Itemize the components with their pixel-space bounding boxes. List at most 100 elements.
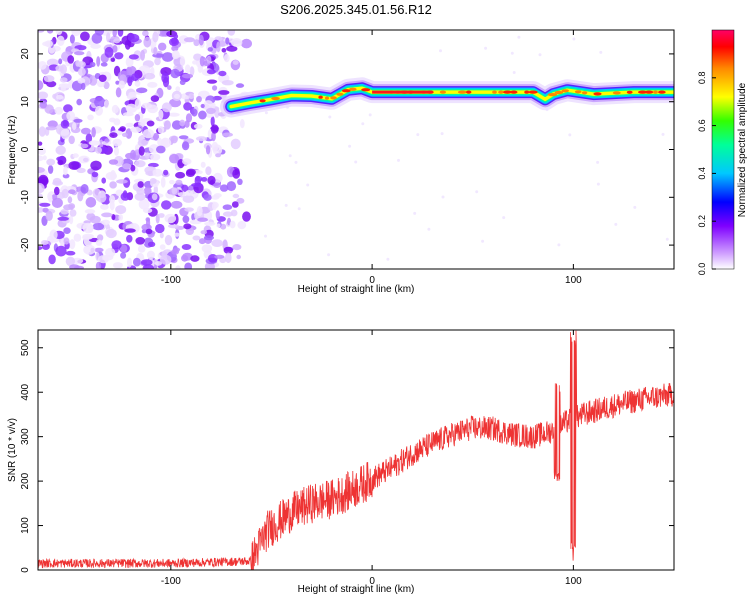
noise-blob — [221, 80, 234, 86]
noise-blob — [38, 193, 43, 198]
noise-blob — [49, 229, 58, 240]
noise-blob — [144, 152, 151, 159]
spectrogram-y-tick-label: 20 — [20, 48, 31, 60]
noise-blob — [94, 247, 104, 253]
noise-blob — [112, 262, 123, 269]
noise-blob — [104, 46, 114, 58]
noise-blob — [191, 182, 203, 188]
noise-blob — [150, 153, 161, 161]
noise-blob — [101, 177, 106, 184]
noise-blob — [115, 87, 122, 98]
noise-blob — [52, 180, 63, 186]
noise-blob — [189, 185, 194, 191]
noise-blob — [65, 256, 76, 267]
noise-blob — [142, 30, 149, 37]
noise-blob — [237, 178, 243, 185]
noise-blob — [76, 167, 86, 174]
colorbar-tick-label: 0.4 — [697, 167, 707, 180]
noise-blob — [203, 194, 212, 201]
noise-blob — [200, 177, 208, 182]
noise-blob — [596, 160, 600, 164]
noise-blob — [68, 189, 76, 194]
noise-blob — [164, 234, 173, 246]
noise-blob — [596, 182, 600, 186]
noise-blob — [63, 166, 68, 176]
noise-blob — [198, 238, 206, 245]
noise-blob — [568, 133, 572, 137]
colorbar-label: Normalized spectral amplitude — [737, 82, 748, 217]
noise-blob — [206, 55, 212, 64]
noise-blob — [206, 107, 216, 114]
noise-blob — [109, 132, 118, 139]
noise-blob — [168, 223, 179, 229]
noise-blob — [55, 145, 66, 155]
noise-blob — [146, 250, 155, 260]
spectrogram-ridge — [220, 77, 674, 118]
noise-blob — [207, 175, 216, 185]
noise-blob — [116, 179, 128, 184]
noise-blob — [69, 209, 77, 217]
ridge-peak — [638, 90, 648, 94]
noise-blob — [633, 205, 637, 209]
noise-blob — [193, 53, 202, 61]
noise-blob — [54, 186, 60, 196]
snr-line-layer — [38, 330, 674, 570]
noise-blob — [223, 246, 233, 254]
noise-blob — [159, 244, 166, 250]
noise-blob — [104, 99, 109, 109]
noise-blob — [122, 112, 134, 117]
noise-blob — [225, 252, 232, 264]
noise-blob — [43, 75, 55, 83]
noise-blob — [98, 74, 107, 83]
noise-blob — [157, 137, 163, 147]
noise-blob — [133, 257, 141, 267]
ridge-peak — [612, 91, 621, 95]
noise-blob — [90, 160, 102, 171]
noise-blob — [216, 223, 221, 228]
noise-blob — [67, 55, 75, 64]
ridge-peak — [492, 90, 497, 94]
noise-blob — [95, 261, 102, 269]
noise-blob — [119, 244, 128, 253]
ridge-peak — [524, 90, 530, 94]
noise-blob — [103, 81, 110, 90]
ridge-peak — [498, 90, 504, 94]
noise-blob — [63, 237, 70, 245]
noise-blob — [38, 91, 49, 100]
noise-blob — [188, 93, 195, 100]
snr-x-label: Height of straight line (km) — [298, 584, 415, 595]
noise-blob — [112, 45, 118, 53]
noise-blob — [71, 30, 81, 37]
noise-blob — [55, 245, 67, 257]
noise-blob — [232, 60, 239, 65]
noise-blob — [327, 253, 331, 257]
ridge-peak — [554, 90, 564, 95]
noise-blob — [213, 193, 222, 198]
noise-blob — [152, 168, 163, 177]
noise-blob — [368, 113, 372, 117]
ridge-peak — [336, 92, 344, 96]
noise-blob — [63, 227, 71, 234]
noise-blob — [113, 118, 121, 126]
noise-blob — [219, 184, 229, 192]
noise-blob — [175, 171, 186, 179]
noise-blob — [109, 200, 115, 211]
noise-blob — [221, 48, 227, 53]
noise-blob — [94, 97, 106, 108]
noise-blob — [481, 239, 485, 243]
noise-blob — [77, 67, 86, 76]
noise-blob — [108, 159, 119, 165]
noise-blob — [193, 123, 203, 129]
noise-blob — [169, 153, 180, 164]
noise-blob — [328, 115, 332, 119]
noise-blob — [538, 53, 542, 57]
noise-blob — [226, 181, 237, 192]
noise-blob — [77, 190, 84, 202]
noise-blob — [77, 61, 86, 68]
ridge-peak — [626, 90, 633, 94]
snr-x-ticks: -100 0 100 — [161, 330, 582, 587]
snr-x-tick-label: 0 — [369, 576, 375, 587]
noise-blob — [67, 196, 73, 204]
noise-blob — [211, 202, 217, 211]
noise-blob — [191, 108, 198, 117]
